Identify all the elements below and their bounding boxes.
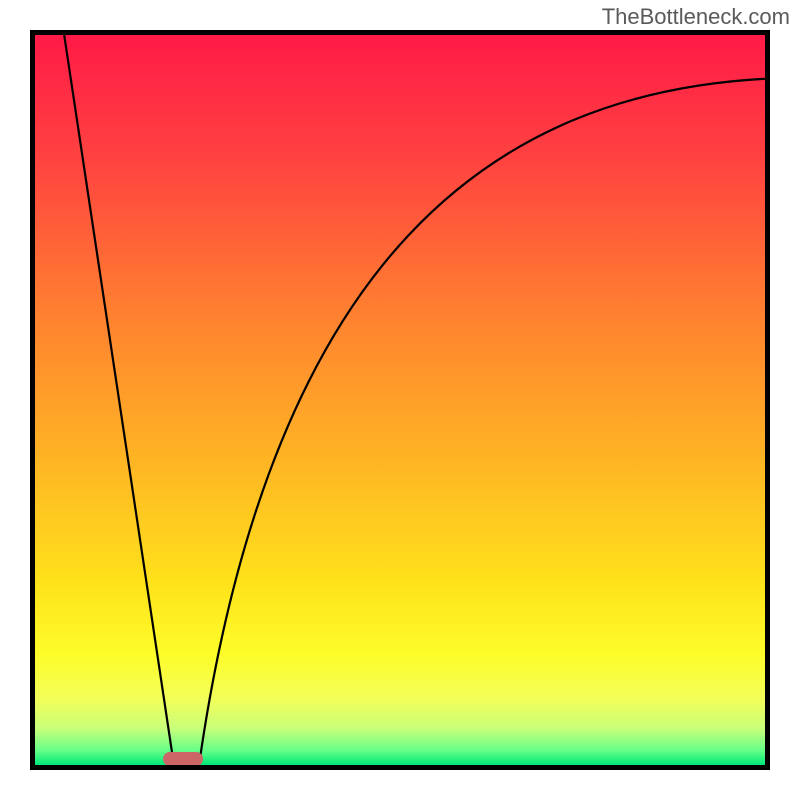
- right-curve-path: [199, 79, 765, 764]
- left-line-path: [64, 35, 174, 764]
- optimal-marker: [163, 752, 203, 766]
- bottleneck-curves: [35, 35, 765, 765]
- plot-frame: [30, 30, 770, 770]
- watermark-text: TheBottleneck.com: [602, 4, 790, 30]
